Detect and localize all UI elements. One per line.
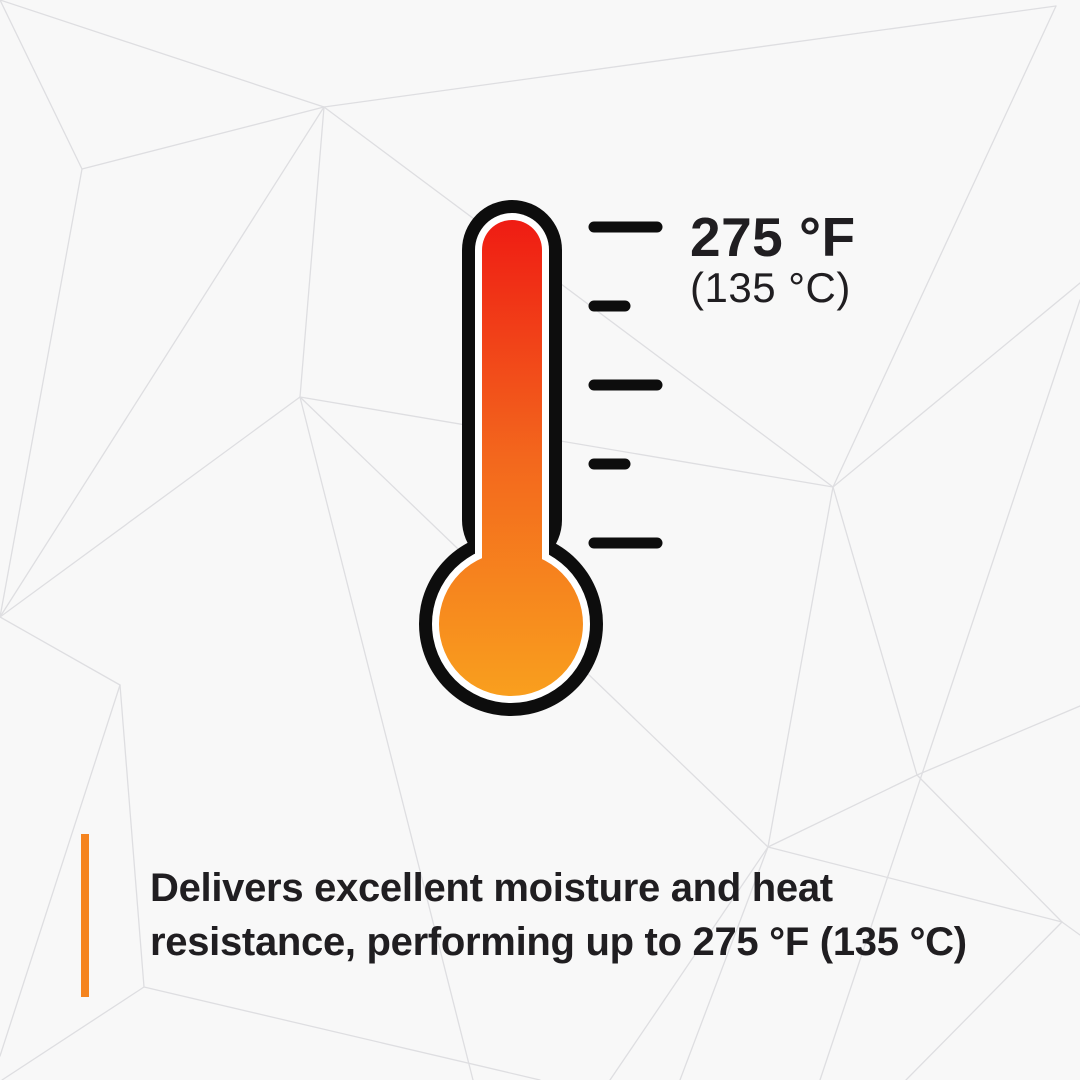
thermometer-illustration (419, 200, 603, 716)
caption-accent-bar (81, 834, 89, 997)
temperature-celsius-label: (135 °C) (690, 264, 851, 311)
temperature-fahrenheit-label: 275 °F (690, 206, 856, 268)
thermometer-mercury-column (482, 220, 542, 630)
caption-line-1: Delivers excellent moisture and heat (150, 866, 833, 910)
caption-line-2: resistance, performing up to 275 °F (135… (150, 920, 967, 964)
caption-text: Delivers excellent moisture and heat res… (150, 861, 967, 969)
thermometer-mercury-bulb (439, 552, 583, 696)
thermometer-scale-ticks (588, 221, 663, 549)
